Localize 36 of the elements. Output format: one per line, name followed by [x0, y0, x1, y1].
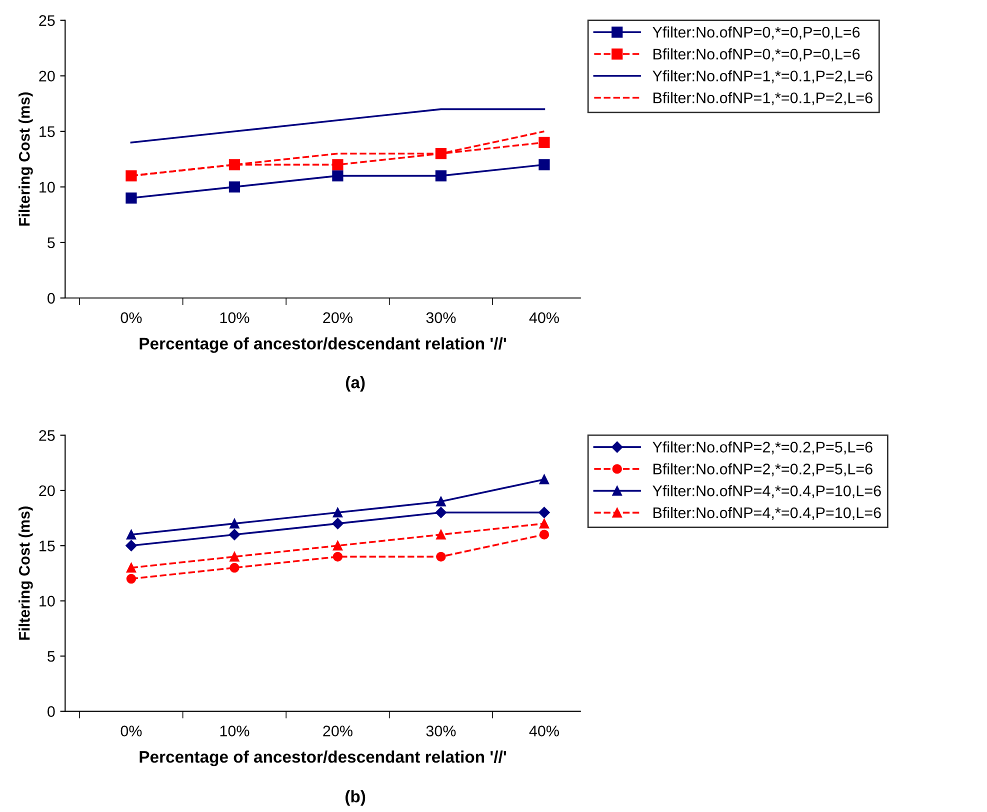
legend-label: Yfilter:No.ofNP=4,*=0.4,P=10,L=6 [652, 485, 881, 498]
x-tick-label: 20% [323, 726, 352, 736]
y-tick-label: 0 [48, 706, 55, 717]
y-tick-label: 15 [40, 540, 55, 552]
x-tick-label: 40% [529, 726, 559, 736]
y-axis-title: Filtering Cost (ms) [18, 506, 33, 640]
legend-label: Yfilter:No.ofNP=0,*=0,P=0,L=6 [652, 26, 860, 40]
x-tick-label: 40% [529, 312, 559, 324]
y-tick-label: 15 [40, 126, 55, 138]
y-axis-title: Filtering Cost (ms) [18, 92, 33, 226]
y-tick-label: 25 [39, 15, 55, 26]
y-tick-label: 20 [39, 70, 55, 82]
text: (b) [346, 790, 366, 806]
x-tick-label: 10% [220, 726, 250, 736]
legend-label: Bfilter:No.ofNP=0,*=0,P=0,L=6 [654, 48, 860, 62]
y-tick-label: 5 [48, 651, 55, 662]
x-tick-label: 0% [120, 312, 142, 324]
y-tick-label: 10 [40, 182, 55, 193]
x-axis-title: Percentage of ancestor/descendant relation '//' [140, 750, 506, 766]
y-tick-label: 25 [39, 430, 55, 441]
legend-label: Bfilter:No.ofNP=2,*=0.2,P=5,L=6 [654, 463, 872, 476]
x-tick-label: 30% [426, 312, 456, 324]
x-axis-title: Percentage of ancestor/descendant relation '//' [140, 337, 506, 353]
text: (a) [346, 376, 365, 392]
x-tick-label: 30% [426, 726, 456, 736]
legend-label: Yfilter:No.ofNP=2,*=0.2,P=5,L=6 [652, 441, 872, 454]
legend-label: Bfilter:No.ofNP=1,*=0.1,P=2,L=6 [654, 92, 872, 106]
legend-label: Yfilter:No.ofNP=1,*=0.1,P=2,L=6 [652, 70, 872, 84]
x-tick-label: 20% [323, 312, 352, 324]
y-tick-label: 0 [48, 292, 55, 304]
legend-label: Bfilter:No.ofNP=4,*=0.4,P=10,L=6 [654, 506, 881, 520]
y-tick-label: 5 [48, 237, 55, 248]
x-tick-label: 10% [220, 312, 250, 324]
y-tick-label: 20 [39, 485, 55, 496]
y-tick-label: 10 [40, 596, 55, 607]
x-tick-label: 0% [120, 726, 142, 736]
